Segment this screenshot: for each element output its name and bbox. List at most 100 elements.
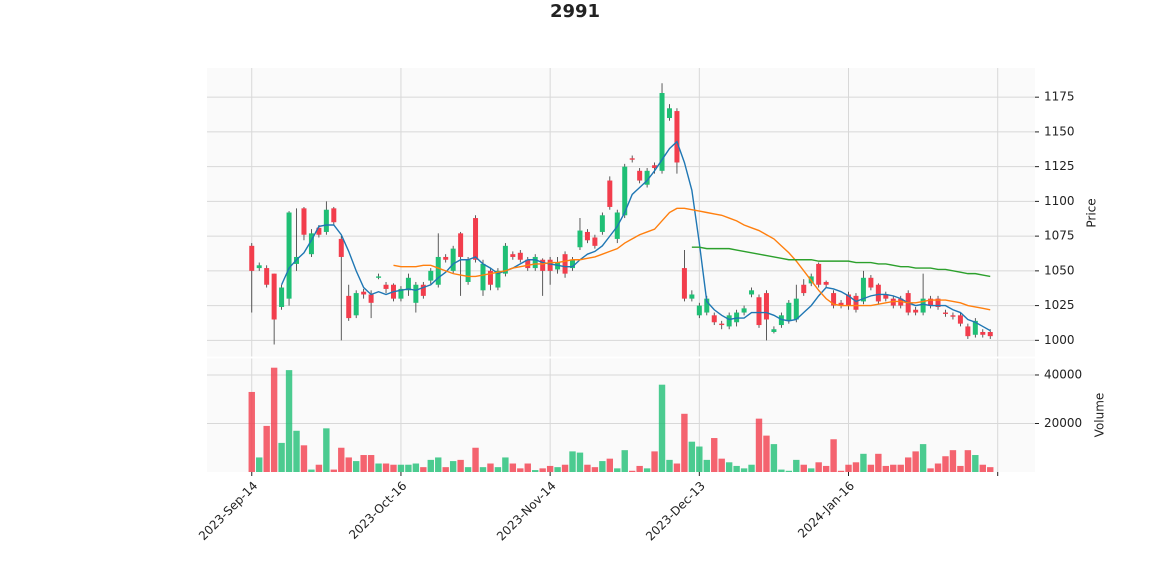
marks <box>248 83 994 472</box>
volume-bar <box>949 450 957 472</box>
candle-body <box>868 277 874 288</box>
candle-body <box>465 259 471 282</box>
candle-body <box>338 238 344 257</box>
volume-bar <box>860 453 867 472</box>
y-tick-label: 1125 <box>1044 159 1075 173</box>
candle-body <box>637 170 643 181</box>
candle-body <box>972 320 978 335</box>
volume-bar <box>345 457 352 472</box>
volume-bar <box>651 451 658 472</box>
candle-body <box>763 293 769 320</box>
volume-bar <box>561 464 569 472</box>
candle-body <box>368 294 374 303</box>
candle-body <box>980 331 986 335</box>
y-tick-label: 1150 <box>1044 124 1075 138</box>
volume-bar <box>904 457 912 472</box>
candle-body <box>965 326 971 337</box>
volume-axis-label: Volume <box>1093 393 1107 438</box>
candle-body <box>987 331 993 337</box>
volume-bar <box>740 468 748 472</box>
candle-body <box>443 256 449 260</box>
candle-body <box>920 298 926 313</box>
candle-body <box>681 268 687 299</box>
volume-bar <box>875 453 882 472</box>
volume-bar <box>778 469 785 472</box>
y-tick-label: 1025 <box>1044 298 1075 312</box>
volume-bar <box>569 451 576 472</box>
volume-bar <box>972 455 979 472</box>
volume-bar <box>942 456 949 472</box>
candle-body <box>376 276 382 278</box>
candle-body <box>398 288 404 299</box>
volume-bar <box>837 470 845 472</box>
candle-body <box>831 293 837 306</box>
candle-body <box>875 284 881 302</box>
volume-bar <box>554 467 561 472</box>
candle-body <box>495 270 501 288</box>
candle-body <box>950 315 956 317</box>
candle-body <box>487 270 493 285</box>
moving-average-line <box>691 246 991 278</box>
candle-body <box>316 227 322 235</box>
volume-bar <box>912 451 919 472</box>
candle-body <box>853 295 859 310</box>
candle-body <box>458 233 464 257</box>
volume-bar <box>800 464 807 472</box>
volume-bar <box>263 425 270 472</box>
candle-body <box>622 166 628 216</box>
volume-bar <box>323 428 330 472</box>
moving-average-line <box>393 207 991 311</box>
volume-bar <box>546 465 554 472</box>
candle-body <box>883 294 889 299</box>
volume-bar <box>628 470 636 472</box>
volume-bar <box>793 459 800 472</box>
candle-body <box>942 312 948 314</box>
candle-body <box>629 158 635 160</box>
candle-body <box>249 245 255 271</box>
y-tick-label: 20000 <box>1044 416 1082 430</box>
volume-bar <box>867 464 875 472</box>
price-panel <box>207 68 1035 357</box>
candle-body <box>562 254 568 274</box>
volume-bar <box>472 447 479 472</box>
candle-body <box>413 284 419 303</box>
candle-body <box>749 290 755 295</box>
volume-bar <box>718 458 725 472</box>
volume-bar <box>338 447 345 472</box>
volume-bar <box>643 468 651 472</box>
volume-bar <box>532 470 539 472</box>
volume-bar <box>763 435 770 472</box>
candle-body <box>704 298 710 313</box>
candle-body <box>928 298 934 306</box>
candle-body <box>346 295 352 319</box>
volume-bar <box>352 461 360 472</box>
volume-bar <box>599 461 606 472</box>
moving-average-line <box>280 140 991 332</box>
candle-body <box>846 294 852 306</box>
volume-bar <box>405 464 412 472</box>
volume-bar <box>822 465 830 472</box>
volume-bar <box>964 450 972 472</box>
volume-bar <box>584 464 591 472</box>
chart-title: 2991 <box>550 1 600 22</box>
volume-bar <box>285 370 293 472</box>
candle-body <box>666 108 672 119</box>
candle-body <box>860 277 866 302</box>
y-tick-label: 40000 <box>1044 367 1082 381</box>
candle-body <box>271 273 277 320</box>
candle-body <box>913 309 919 313</box>
candle-body <box>323 209 329 232</box>
volume-bar <box>666 459 673 472</box>
candle-body <box>674 111 680 163</box>
volume-bar <box>479 467 487 472</box>
volume-bar <box>748 464 755 472</box>
volume-bar <box>502 457 509 472</box>
x-tick-label: 2023-Nov-14 <box>494 479 559 544</box>
volume-bar <box>397 464 405 472</box>
volume-bar <box>509 463 517 472</box>
volume-bar <box>681 413 688 472</box>
volume-bar <box>703 459 710 472</box>
candle-body <box>450 248 456 271</box>
volume-bar <box>934 463 942 472</box>
candle-body <box>599 215 605 232</box>
